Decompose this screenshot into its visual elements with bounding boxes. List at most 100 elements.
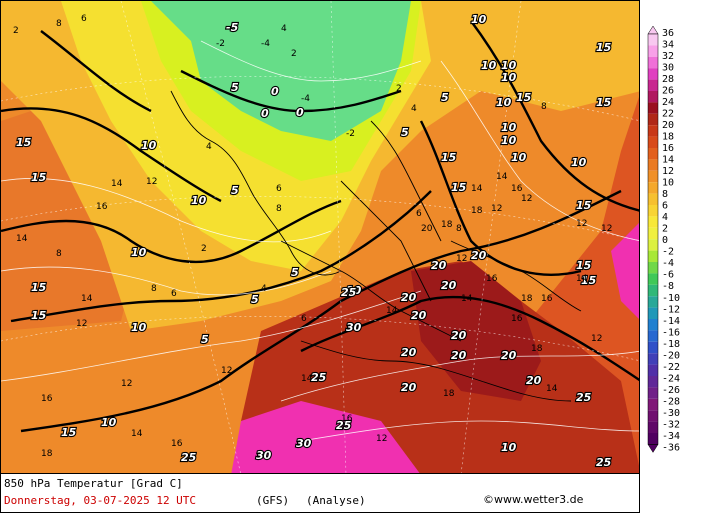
colorbar-label: -6 [662,270,674,281]
isotherm-label: 20 [451,349,467,362]
temperature-value-label: 4 [261,284,267,294]
temperature-value-label: 8 [56,19,62,29]
colorbar-graphic: 363432302826242220181614121086420-2-4-6-… [647,25,680,453]
colorbar-label: -2 [662,247,674,258]
colorbar-label: -16 [662,327,680,338]
graticule [1,1,639,473]
temperature-value-label: -4 [261,39,270,49]
colorbar-label: 24 [662,97,674,108]
isotherm-label: 5 [231,184,239,197]
temperature-value-label: 20 [421,224,433,234]
temperature-value-label: 12 [601,224,612,234]
temperature-value-label: 14 [16,234,28,244]
colorbar-swatch [648,433,658,445]
colorbar-swatch [648,45,658,57]
colorbar-swatch [648,193,658,205]
isotherm-label: 10 [191,194,207,207]
temperature-value-label: 8 [151,284,157,294]
temperature-value-label: 16 [171,439,183,449]
isotherm-label: 10 [501,71,517,84]
temperature-colorbar: 36 34 32 30 28 26 24 22 20 18 16 14 12 10 8 6 4 2 0 -2 -4 -6-… [644,24,704,458]
temperature-value-label: 2 [396,84,402,94]
field-east-pink [611,223,639,319]
colorbar-label: 12 [662,166,674,177]
temperature-value-label: 18 [441,220,453,230]
colorbar-label: 26 [662,86,674,97]
colorbar-swatch [648,34,658,46]
isotherm-label: 15 [441,151,457,164]
colorbar-swatch [648,102,658,114]
isotherm-label: 30 [256,449,272,462]
colorbar-swatch [648,410,658,422]
colorbar-label: -20 [662,350,680,361]
temperature-value-label: 14 [546,384,558,394]
temperature-value-label: 16 [41,394,53,404]
isotherm-label: 0 [261,107,269,120]
temperature-value-label: 6 [416,209,422,219]
colorbar-label: 2 [662,224,668,235]
isotherm-label: 10 [471,13,487,26]
isotherm-label: 20 [401,346,417,359]
isotherm-label: 20 [501,349,517,362]
colorbar-label: -12 [662,304,680,315]
credit-text: ©www.wetter3.de [483,493,584,506]
colorbar-swatch [648,79,658,91]
temperature-value-label: 14 [386,306,398,316]
temperature-value-label: 14 [576,274,588,284]
colorbar-swatch [648,205,658,217]
colorbar-swatch [648,353,658,365]
temperature-value-label: 12 [146,177,157,187]
colorbar-swatch [648,376,658,388]
temperature-value-label: 8 [541,102,547,112]
colorbar-label: -10 [662,293,680,304]
colorbar-swatch [648,136,658,148]
colorbar-label: -32 [662,419,680,430]
colorbar-swatch [648,341,658,354]
colorbar-label: 10 [662,178,674,189]
colorbar-swatch [648,113,658,126]
temperature-value-label: 2 [13,26,19,36]
map-date: Donnerstag, 03-07-2025 12 UTC [4,494,197,507]
isotherm-label: 20 [526,374,542,387]
isotherm-label: 10 [511,151,527,164]
colorbar-swatch [648,421,658,433]
analysis-label: (Analyse) [306,494,366,507]
isotherm-label: 15 [31,171,47,184]
temperature-value-label: 12 [521,194,532,204]
isotherm-label: 10 [501,134,517,147]
isotherm-label: 5 [291,266,299,279]
colorbar-swatch [648,148,658,160]
colorbar-bottom-arrow [647,444,659,453]
isotherm-label: 15 [31,309,47,322]
isotherm-label: -5 [226,21,239,34]
temperature-value-label: 12 [76,319,87,329]
colorbar-label: 0 [662,235,668,246]
colorbar-label: -18 [662,339,680,350]
isotherm-label: 20 [411,309,427,322]
temperature-value-label: 18 [41,449,53,459]
colorbar-label: 30 [662,63,674,74]
isotherm-label: 15 [61,426,77,439]
temperature-value-label: 6 [171,289,177,299]
isotherm-label: 5 [201,333,209,346]
temperature-value-label: 12 [456,254,467,264]
temperature-value-label: 14 [131,429,143,439]
isotherm-label: 15 [576,259,592,272]
colorbar-swatch [648,262,658,274]
temperature-value-label: 14 [81,294,93,304]
temperature-value-label: 6 [276,184,282,194]
isotherm-label: 20 [451,329,467,342]
isotherm-label: 10 [131,246,147,259]
temperature-value-label: 12 [491,204,502,214]
temperature-value-label: 14 [111,179,123,189]
colorbar-swatch [648,284,658,297]
colorbar-label: -4 [662,258,674,269]
isotherm-label: 10 [141,139,157,152]
coastlines [170,90,582,402]
colorbar-label: 34 [662,40,674,51]
isotherm-label: 10 [101,416,117,429]
isotherm-label: 25 [576,391,592,404]
isotherm-label: 15 [31,281,47,294]
temperature-value-label: 16 [486,274,498,284]
colorbar-label: -26 [662,385,680,396]
